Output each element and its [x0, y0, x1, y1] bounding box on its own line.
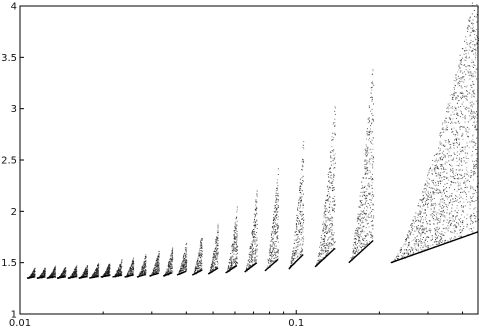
branch-line-16 — [207, 267, 219, 275]
branch-line-21 — [314, 247, 336, 268]
branch-line-13 — [162, 272, 173, 277]
y-tick-label: 1 — [11, 310, 17, 321]
branch-line-12 — [149, 272, 159, 277]
branch-line-3 — [46, 276, 56, 279]
y-tick-label: 3.5 — [1, 53, 17, 64]
branch-line-7 — [89, 275, 99, 279]
branch-line-15 — [191, 269, 203, 276]
branch-line-9 — [112, 274, 122, 278]
branch-line-23 — [390, 231, 479, 264]
y-tick-label: 3 — [11, 104, 17, 115]
branch-line-6 — [78, 275, 88, 279]
y-tick-label: 2 — [11, 207, 17, 218]
branch-points-18 — [244, 189, 258, 273]
branch-line-18 — [244, 262, 258, 273]
branch-lines — [26, 231, 479, 279]
y-tick-label: 4 — [11, 2, 17, 13]
branch-line-10 — [124, 274, 134, 278]
data-points — [27, 2, 479, 280]
branch-points-19 — [265, 168, 279, 271]
branch-line-14 — [176, 270, 187, 276]
branch-line-4 — [56, 276, 66, 279]
y-tick-label: 2.5 — [1, 156, 17, 167]
branch-points-22 — [350, 68, 375, 261]
branch-line-8 — [100, 274, 110, 278]
x-tick-label: 0.1 — [288, 318, 304, 329]
branch-points-21 — [316, 105, 336, 267]
branch-points-17 — [226, 206, 238, 274]
y-tick-label: 1.5 — [1, 258, 17, 269]
branch-points-20 — [288, 141, 305, 270]
branch-line-17 — [225, 264, 238, 274]
branch-line-2 — [36, 276, 45, 279]
branch-points-23 — [391, 2, 479, 264]
branch-points-16 — [208, 223, 219, 275]
x-tick-label: 0.01 — [9, 318, 31, 329]
branch-line-5 — [67, 275, 77, 279]
branch-line-1 — [26, 276, 35, 279]
branch-line-22 — [348, 239, 374, 264]
branch-line-20 — [288, 254, 304, 270]
branch-points-15 — [192, 237, 203, 276]
branch-points-14 — [177, 243, 188, 275]
branch-line-19 — [264, 258, 279, 272]
branch-points-11 — [137, 254, 147, 278]
branch-line-11 — [136, 273, 146, 278]
